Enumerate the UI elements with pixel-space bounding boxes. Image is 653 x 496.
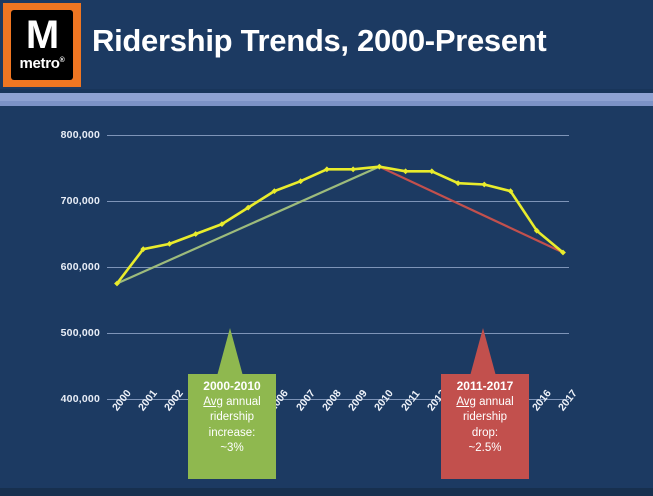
gridline-600000 bbox=[107, 267, 569, 268]
series-point-2012 bbox=[428, 168, 435, 175]
growth-callout-line2: ridership bbox=[209, 411, 255, 423]
trendline-decline bbox=[378, 165, 564, 254]
series-point-2015 bbox=[507, 188, 514, 194]
y-axis-label-500000: 500,000 bbox=[60, 327, 100, 339]
y-axis-label-400000: 400,000 bbox=[60, 393, 100, 405]
header-divider-dark bbox=[0, 89, 653, 93]
series-point-2007 bbox=[297, 178, 304, 185]
trendlines-group bbox=[116, 165, 564, 285]
growth-callout-annual: annual bbox=[222, 395, 261, 408]
decline-callout-value: ~2.5% bbox=[468, 442, 502, 454]
trendline-growth bbox=[116, 165, 380, 285]
series-point-2003 bbox=[192, 231, 199, 237]
growth-callout-line3: increase: bbox=[208, 426, 256, 439]
series-point-2008 bbox=[323, 166, 330, 173]
series-point-2014 bbox=[481, 181, 488, 188]
decline-callout-pointer bbox=[470, 328, 496, 376]
series-point-2006 bbox=[271, 188, 278, 194]
series-line-rail-ridership bbox=[115, 165, 565, 285]
y-axis-label-600000: 600,000 bbox=[60, 261, 100, 273]
gridline-400000 bbox=[107, 399, 569, 400]
plot-region: 800,000 700,000 600,000 500,000 400,000 … bbox=[0, 106, 653, 488]
series-point-2009 bbox=[350, 166, 357, 173]
gridline-800000 bbox=[107, 135, 569, 136]
series-point-2017 bbox=[560, 249, 566, 256]
series-point-2005 bbox=[245, 204, 252, 211]
series-point-2013 bbox=[455, 180, 461, 187]
gridline-700000 bbox=[107, 201, 569, 202]
series-point-2011 bbox=[402, 168, 409, 175]
series-markers-group bbox=[114, 163, 566, 287]
decline-callout-line1: Avg annual bbox=[445, 395, 525, 411]
metro-logo: M metro® bbox=[3, 3, 81, 87]
metro-logo-wordmark: metro® bbox=[19, 53, 64, 72]
series-point-2004 bbox=[219, 221, 225, 227]
growth-callout-period: 2000-2010 bbox=[203, 379, 261, 393]
growth-callout-avg: Avg bbox=[203, 395, 223, 408]
decline-callout: 2011-2017 Avg annual ridership drop: ~2.… bbox=[441, 374, 529, 479]
decline-callout-line2: ridership bbox=[462, 411, 508, 423]
growth-callout-pointer bbox=[217, 328, 243, 376]
trademark-icon: ® bbox=[59, 57, 65, 64]
slide-header: M metro® Ridership Trends, 2000-Present bbox=[0, 0, 653, 89]
header-divider-mid bbox=[0, 101, 653, 106]
decline-callout-period: 2011-2017 bbox=[456, 379, 514, 393]
decline-callout-line3: drop: bbox=[471, 426, 499, 439]
decline-callout-annual: annual bbox=[475, 395, 514, 408]
growth-callout-line1: Avg annual bbox=[192, 395, 272, 411]
metro-logo-inner: M metro® bbox=[11, 10, 73, 80]
chart-area: 800,000 700,000 600,000 500,000 400,000 … bbox=[0, 106, 653, 488]
series-svg bbox=[114, 163, 566, 287]
page-title: Ridership Trends, 2000-Present bbox=[92, 23, 547, 58]
series-point-2016 bbox=[533, 227, 540, 234]
metro-logo-word-text: metro bbox=[19, 55, 60, 72]
y-axis-label-800000: 800,000 bbox=[60, 129, 100, 141]
growth-callout: 2000-2010 Avg annual ridership increase:… bbox=[188, 374, 276, 479]
growth-callout-value: ~3% bbox=[220, 442, 244, 454]
slide-bottom-bar bbox=[0, 488, 653, 496]
header-divider-light bbox=[0, 93, 653, 101]
gridline-500000 bbox=[107, 333, 569, 334]
series-point-2002 bbox=[166, 241, 173, 247]
series-point-2010 bbox=[376, 163, 383, 170]
decline-callout-avg: Avg bbox=[456, 395, 476, 408]
metro-logo-letter: M bbox=[25, 13, 59, 57]
series-point-2001 bbox=[140, 246, 147, 253]
y-axis-label-700000: 700,000 bbox=[60, 195, 100, 207]
